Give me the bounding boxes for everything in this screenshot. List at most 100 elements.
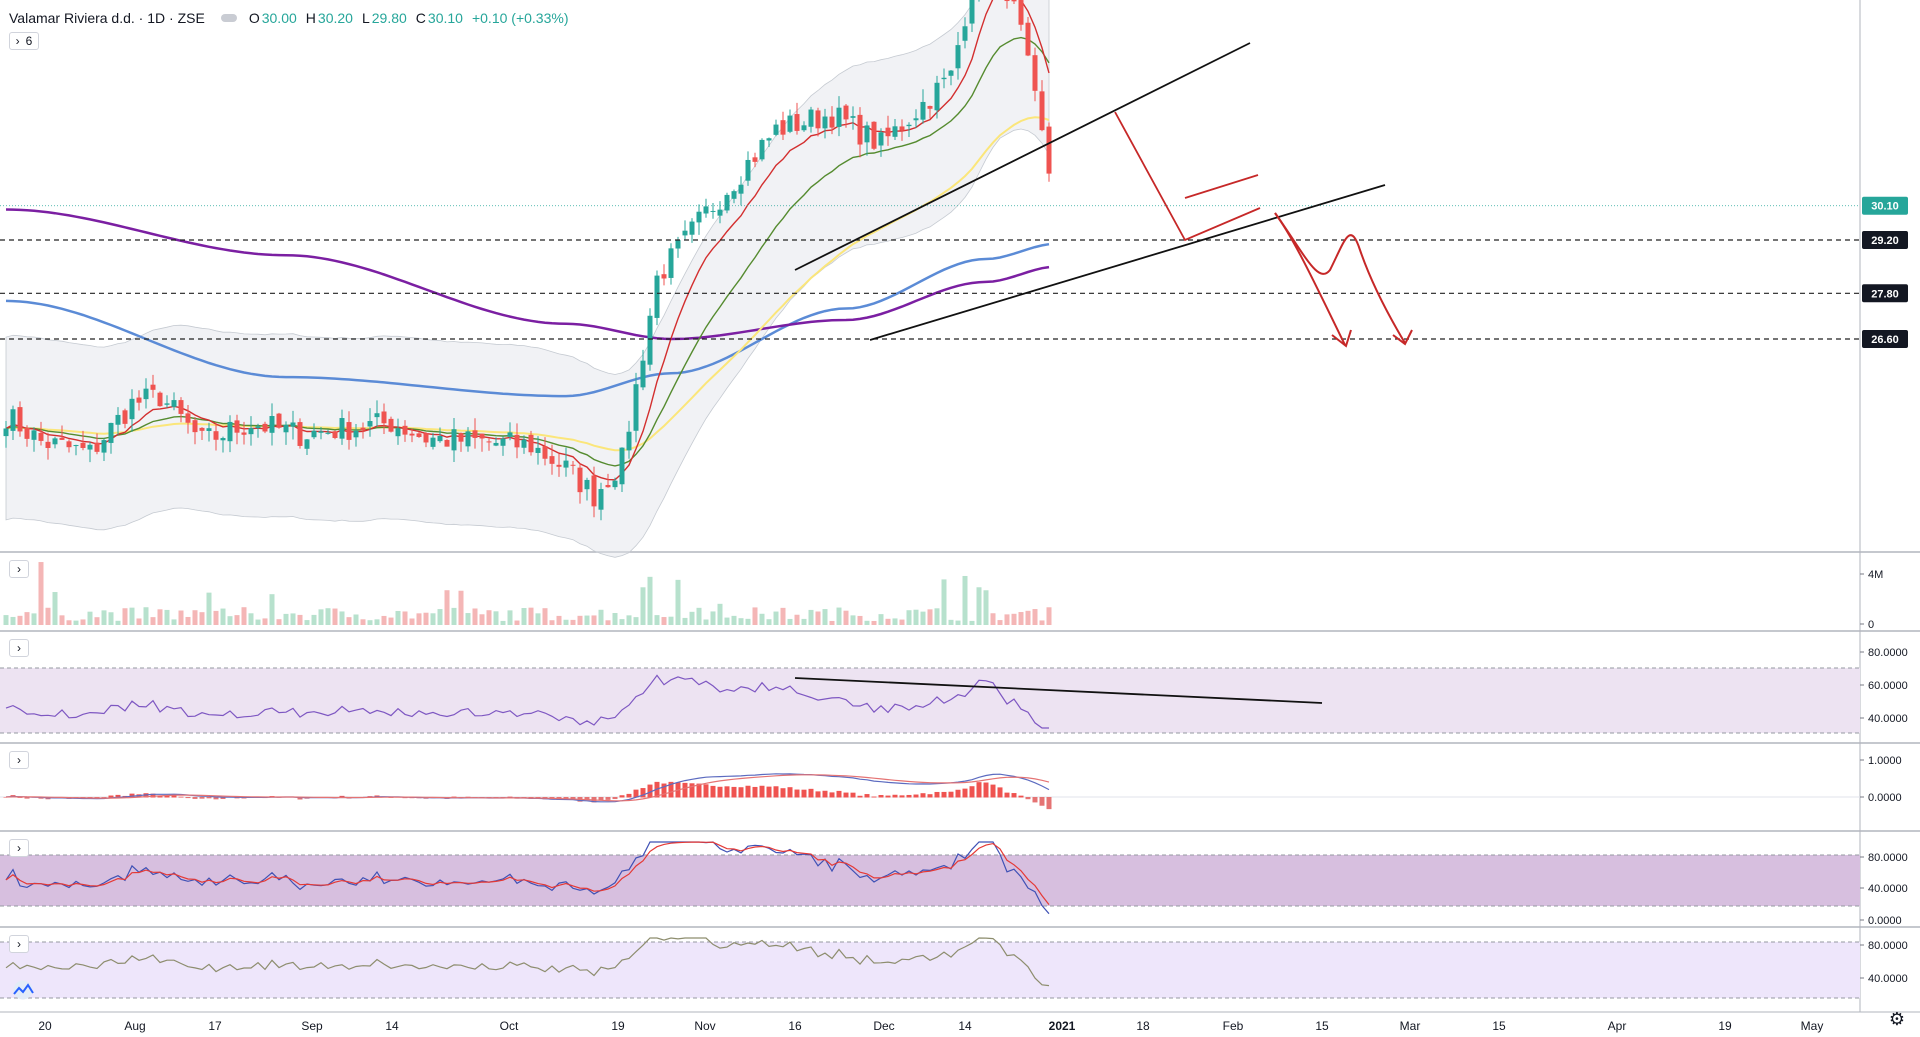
candle-body[interactable] [17, 407, 23, 432]
candle-body[interactable] [1004, 0, 1010, 2]
candle-body[interactable] [108, 422, 114, 443]
correction-drawing[interactable] [1114, 111, 1261, 242]
gear-icon[interactable]: ⚙ [1888, 1009, 1906, 1029]
candle-body[interactable] [696, 211, 702, 223]
candle-body[interactable] [199, 427, 205, 431]
candle-body[interactable] [668, 248, 674, 278]
candle-body[interactable] [353, 430, 359, 438]
candle-body[interactable] [213, 431, 219, 440]
candle-body[interactable] [752, 157, 758, 162]
candle-body[interactable] [255, 426, 261, 429]
wedge-lower-trendline[interactable] [869, 184, 1386, 341]
candle-body[interactable] [381, 411, 387, 424]
candle-body[interactable] [451, 429, 457, 451]
candle-body[interactable] [486, 441, 492, 443]
candle-body[interactable] [563, 460, 569, 468]
candle-body[interactable] [885, 127, 891, 137]
candle-body[interactable] [94, 442, 100, 452]
candle-body[interactable] [878, 132, 884, 146]
candle-body[interactable] [647, 315, 653, 365]
candle-body[interactable] [654, 275, 660, 318]
candle-body[interactable] [416, 433, 422, 437]
flag-upper-line[interactable] [1184, 174, 1259, 199]
candle-body[interactable] [857, 114, 863, 145]
candle-body[interactable] [346, 422, 352, 440]
candle-body[interactable] [297, 422, 303, 446]
candle-body[interactable] [234, 420, 240, 433]
candle-body[interactable] [444, 439, 450, 447]
candle-body[interactable] [612, 480, 618, 488]
candle-body[interactable] [717, 209, 723, 216]
candle-body[interactable] [570, 464, 576, 466]
macd-pane-toggle[interactable]: › [9, 751, 29, 769]
candle-body[interactable] [3, 428, 9, 437]
candle-body[interactable] [283, 424, 289, 433]
candle-body[interactable] [87, 444, 93, 450]
candle-body[interactable] [220, 438, 226, 441]
candle-body[interactable] [913, 118, 919, 121]
candle-body[interactable] [836, 107, 842, 127]
candle-body[interactable] [402, 425, 408, 435]
candle-body[interactable] [626, 431, 632, 451]
candle-body[interactable] [276, 413, 282, 428]
candle-body[interactable] [423, 433, 429, 443]
candle-body[interactable] [339, 418, 345, 439]
indicators-collapse-button[interactable]: › 6 [9, 32, 39, 50]
candle-body[interactable] [1018, 0, 1024, 25]
candle-body[interactable] [535, 447, 541, 453]
candle-body[interactable] [241, 432, 247, 435]
candle-body[interactable] [927, 105, 933, 109]
candle-body[interactable] [1011, 0, 1017, 2]
candle-body[interactable] [731, 191, 737, 199]
candle-body[interactable] [815, 110, 821, 129]
candle-body[interactable] [45, 441, 51, 448]
candle-body[interactable] [304, 439, 310, 449]
candle-body[interactable] [38, 432, 44, 441]
candle-body[interactable] [24, 427, 30, 439]
candle-body[interactable] [248, 428, 254, 435]
candle-body[interactable] [1025, 22, 1031, 56]
candle-body[interactable] [843, 105, 849, 120]
candle-body[interactable] [934, 82, 940, 111]
candle-body[interactable] [360, 427, 366, 431]
candle-body[interactable] [192, 420, 198, 433]
candle-body[interactable] [227, 421, 233, 442]
wedge-upper-trendline[interactable] [794, 42, 1251, 271]
candle-body[interactable] [143, 388, 149, 400]
candle-body[interactable] [290, 422, 296, 427]
candle-body[interactable] [521, 439, 527, 448]
candle-body[interactable] [780, 120, 786, 135]
candle-body[interactable] [598, 489, 604, 510]
osc-pane-toggle[interactable]: › [9, 935, 29, 953]
projection-arrow-b[interactable] [1274, 212, 1406, 344]
candle-body[interactable] [724, 194, 730, 211]
candle-body[interactable] [206, 428, 212, 431]
candle-body[interactable] [962, 26, 968, 41]
rsi-pane-toggle[interactable]: › [9, 639, 29, 657]
candle-body[interactable] [801, 125, 807, 131]
candle-body[interactable] [773, 124, 779, 135]
candle-body[interactable] [864, 125, 870, 143]
candle-body[interactable] [808, 109, 814, 127]
candle-body[interactable] [10, 409, 16, 431]
candle-body[interactable] [745, 159, 751, 181]
candle-body[interactable] [577, 467, 583, 493]
candle-body[interactable] [318, 431, 324, 433]
candle-body[interactable] [766, 138, 772, 141]
candle-body[interactable] [101, 440, 107, 453]
candle-body[interactable] [689, 221, 695, 235]
candle-body[interactable] [430, 437, 436, 447]
candle-body[interactable] [171, 400, 177, 407]
candle-body[interactable] [437, 435, 443, 442]
symbol-title[interactable]: Valamar Riviera d.d. · 1D · ZSE [9, 10, 205, 26]
candle-body[interactable] [332, 431, 338, 438]
candle-body[interactable] [395, 428, 401, 437]
candle-body[interactable] [703, 206, 709, 214]
candle-body[interactable] [52, 438, 58, 445]
candle-body[interactable] [73, 445, 79, 447]
candle-body[interactable] [787, 115, 793, 132]
candle-body[interactable] [1032, 55, 1038, 91]
candle-body[interactable] [1039, 91, 1045, 131]
candle-body[interactable] [465, 431, 471, 447]
